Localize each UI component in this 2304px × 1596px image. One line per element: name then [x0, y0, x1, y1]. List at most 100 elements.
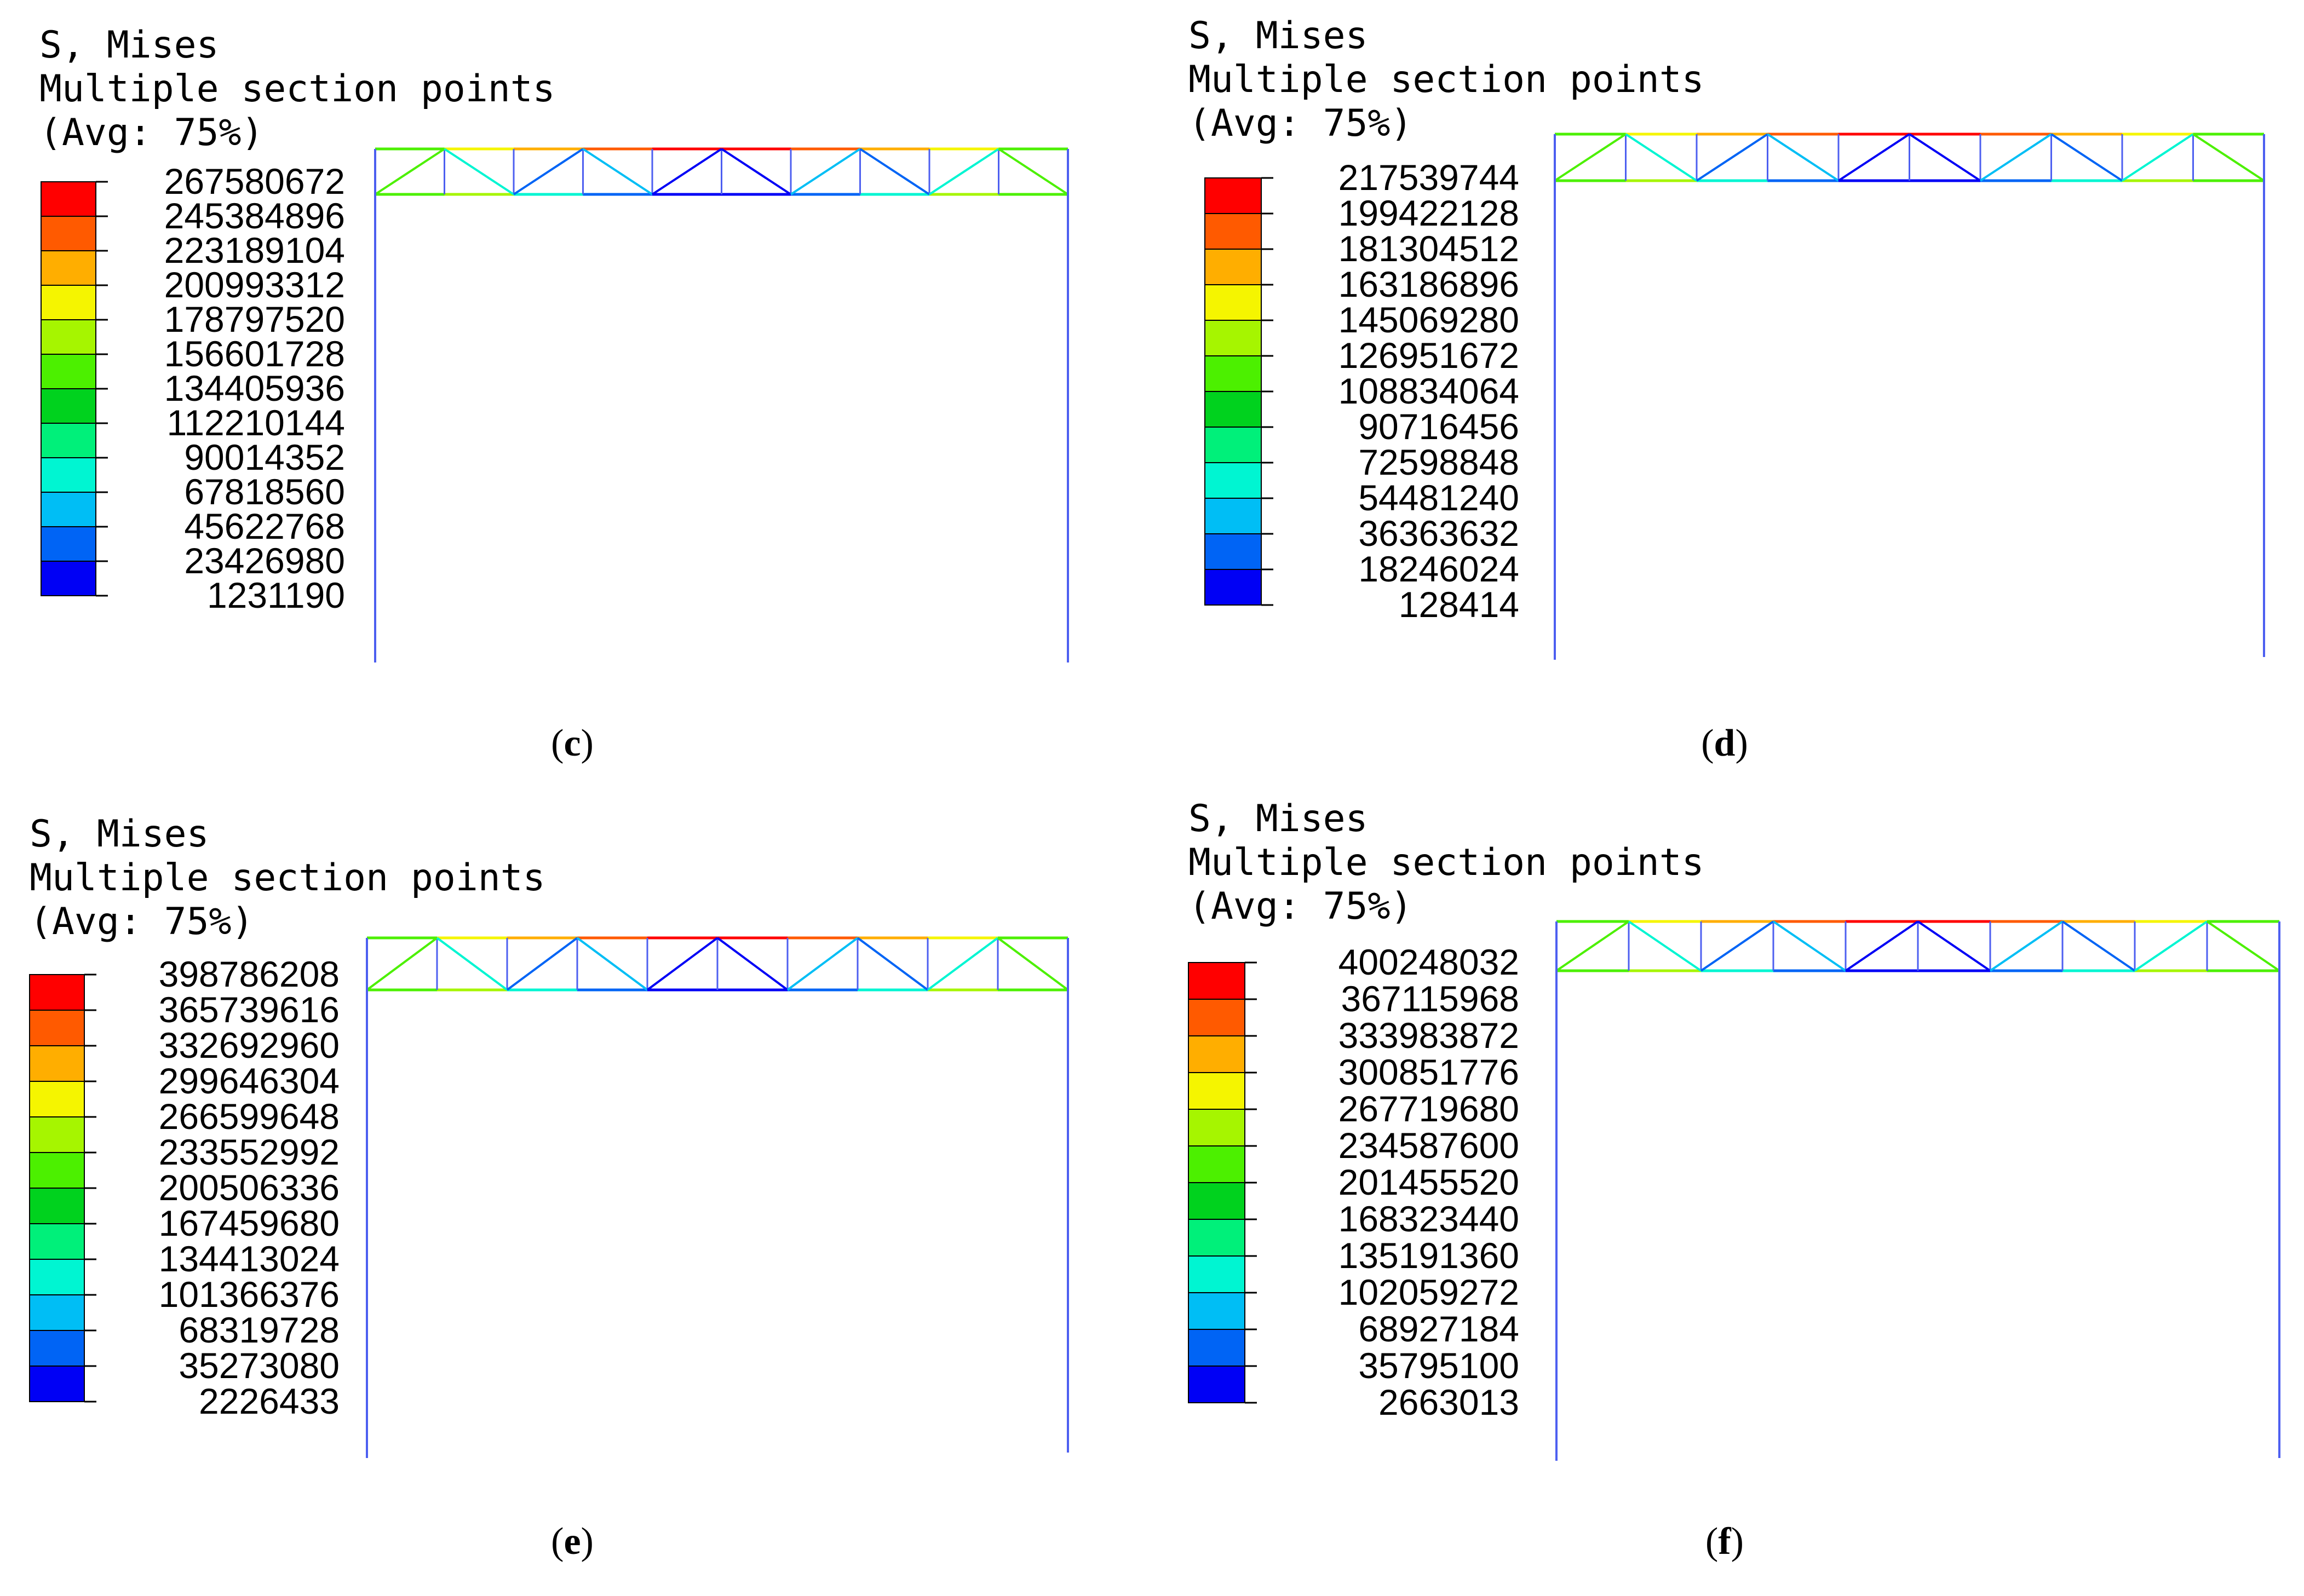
legend-value: 2663013 — [1378, 1382, 1519, 1422]
diagonal-member — [859, 148, 930, 195]
diagonal-member — [646, 937, 719, 991]
legend-band — [1188, 1255, 1245, 1293]
diagonal-member — [1979, 133, 2052, 182]
panel-d: S, Mises Multiple section points (Avg: 75%… — [1152, 0, 2304, 798]
legend-value: 156601728 — [164, 333, 345, 374]
diagonal-member — [651, 148, 722, 195]
legend-band — [29, 1010, 85, 1046]
legend-band — [41, 492, 96, 527]
diagonal-member — [716, 937, 789, 991]
legend-value: 112210144 — [167, 402, 345, 443]
header-line-3: (Avg: 75%) — [1188, 102, 1412, 145]
legend-value: 267719680 — [1338, 1088, 1519, 1129]
legend-value: 217539744 — [1338, 157, 1519, 198]
legend-value: 163186896 — [1338, 264, 1519, 304]
legend-value: 18246024 — [1358, 549, 1519, 589]
diagonal-member — [1625, 133, 1698, 182]
legend-value: 135191360 — [1338, 1235, 1519, 1276]
legend-band — [41, 354, 96, 389]
legend-band — [1204, 569, 1262, 606]
legend-band — [1204, 355, 1262, 392]
legend-value: 35273080 — [179, 1345, 340, 1386]
legend-band — [41, 319, 96, 355]
diagonal-member — [1845, 920, 1919, 972]
diagonal-member — [857, 937, 929, 991]
legend-value: 332692960 — [159, 1025, 340, 1065]
diagonal-member — [366, 937, 438, 991]
legend-value: 367115968 — [1341, 978, 1519, 1019]
diagonal-member — [1555, 920, 1630, 972]
diagonal-member — [2192, 133, 2265, 182]
legend-band — [1204, 533, 1262, 570]
legend-value: 167459680 — [159, 1203, 340, 1243]
panel-e: S, Mises Multiple section points (Avg: 75%… — [0, 798, 1152, 1596]
legend-band — [29, 1259, 85, 1295]
legend-band — [41, 216, 96, 251]
diagonal-member — [582, 148, 653, 195]
panel-c: S, Mises Multiple section points (Avg: 75%… — [0, 0, 1152, 798]
legend-value: 23426980 — [184, 540, 345, 581]
legend-band — [1188, 1109, 1245, 1146]
header-line-1: S, Mises — [1188, 797, 1368, 840]
legend-band — [1188, 1145, 1245, 1183]
truss-frame — [1555, 920, 2280, 1461]
legend-value: 54481240 — [1358, 477, 1519, 518]
legend-band — [1204, 462, 1262, 499]
legend-band — [1204, 320, 1262, 356]
legend-band — [41, 250, 96, 286]
legend-value: 234587600 — [1338, 1125, 1519, 1166]
legend-value: 199422128 — [1338, 193, 1519, 233]
legend-band — [41, 285, 96, 320]
diagonal-member — [1909, 133, 1981, 182]
legend-value: 108834064 — [1338, 371, 1519, 411]
diagonal-member — [1917, 920, 1991, 972]
truss-frame — [1554, 132, 2265, 660]
panel-caption: (d) — [1701, 722, 1748, 764]
diagonal-member — [928, 148, 999, 195]
legend-value: 68927184 — [1358, 1309, 1519, 1349]
legend-value: 201455520 — [1338, 1162, 1519, 1202]
truss-frame — [374, 147, 1069, 662]
header-line-3: (Avg: 75%) — [30, 900, 254, 943]
legend-value: 178797520 — [164, 299, 345, 339]
diagonal-member — [2121, 133, 2194, 182]
legend-value: 168323440 — [1338, 1199, 1519, 1239]
legend-band — [29, 974, 85, 1011]
panel-caption: (f) — [1705, 1520, 1744, 1563]
diagonal-member — [927, 937, 999, 991]
diagonal-member — [506, 937, 578, 991]
legend-value: 233552992 — [159, 1132, 340, 1172]
legend-band — [1188, 999, 1245, 1036]
diagonal-member — [576, 937, 648, 991]
legend-band — [41, 561, 96, 596]
legend-value: 300851776 — [1338, 1052, 1519, 1092]
header-line-2: Multiple section points — [1188, 841, 1704, 884]
legend-value: 102059272 — [1338, 1272, 1519, 1312]
legend-value: 398786208 — [159, 954, 340, 994]
header-line-1: S, Mises — [30, 813, 209, 856]
legend-band — [29, 1294, 85, 1331]
legend-value: 90716456 — [1358, 406, 1519, 447]
legend-band — [29, 1081, 85, 1117]
legend-value: 181304512 — [1338, 228, 1519, 269]
header-line-2: Multiple section points — [1188, 58, 1704, 101]
legend-value: 245384896 — [164, 195, 345, 236]
legend-band — [41, 388, 96, 424]
diagonal-member — [2206, 920, 2280, 972]
legend-value: 90014352 — [184, 437, 345, 477]
legend-value: 2226433 — [199, 1381, 340, 1421]
legend-value: 266599648 — [159, 1096, 340, 1137]
diagonal-member — [998, 148, 1069, 195]
legend-band — [29, 1116, 85, 1153]
diagonal-member — [2050, 133, 2123, 182]
legend-band — [1188, 1072, 1245, 1110]
legend-value: 35795100 — [1358, 1345, 1519, 1386]
legend-value: 68319728 — [179, 1310, 340, 1350]
legend-value: 200506336 — [159, 1167, 340, 1208]
diagonal-member — [790, 148, 861, 195]
legend-band — [1204, 177, 1262, 214]
legend-value: 72598848 — [1358, 442, 1519, 482]
diagonal-member — [513, 148, 584, 195]
